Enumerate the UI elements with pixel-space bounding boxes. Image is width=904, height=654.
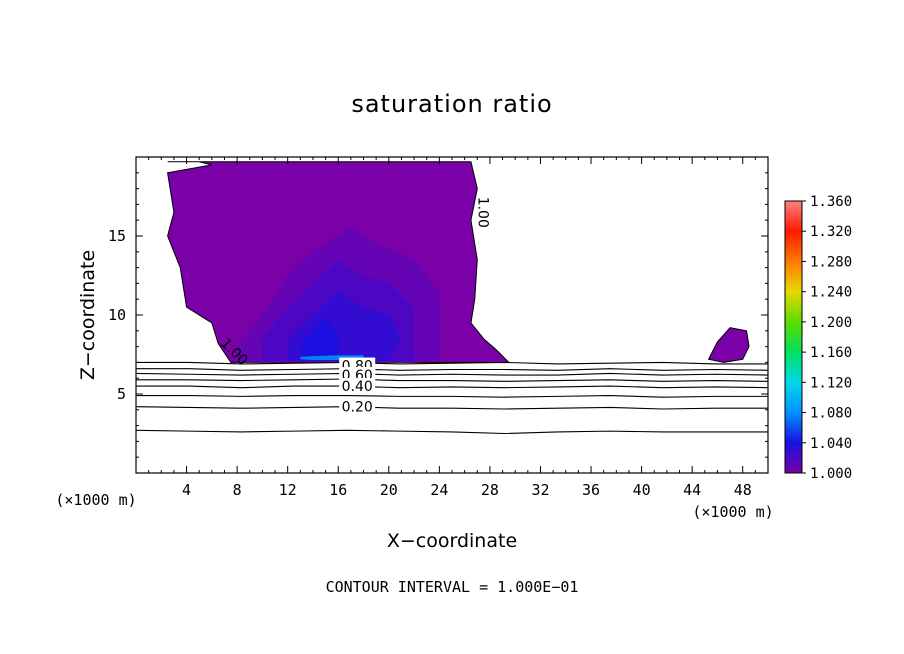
- plot-area: 1.001.00 0.800.600.400.20: [135, 156, 769, 474]
- x-axis-label: X−coordinate: [387, 530, 517, 552]
- contour-line: [136, 429, 768, 435]
- contour-line: [136, 378, 768, 382]
- saturation-shading-layer: [300, 318, 339, 360]
- x-tick-label: 16: [329, 481, 347, 499]
- contour-label-layer: 1.001.00 0.800.600.400.20: [217, 197, 490, 416]
- contour-interval-footer: CONTOUR INTERVAL = 1.000E−01: [326, 578, 579, 596]
- x-unit-right: (×1000 m): [692, 503, 773, 521]
- contour-label: 1.00: [475, 197, 491, 228]
- contour-line: [136, 361, 768, 365]
- chart-title: saturation ratio: [351, 90, 552, 118]
- x-tick-label: 28: [481, 481, 499, 499]
- x-tick-label: 12: [279, 481, 297, 499]
- contour-line: [136, 395, 768, 398]
- contour-label-background: [339, 398, 376, 414]
- x-tick-label: 48: [734, 481, 752, 499]
- contour-line: [136, 385, 768, 389]
- x-tick-label: 24: [430, 481, 448, 499]
- contour-line-layer: [136, 361, 768, 435]
- colorbar-label: 1.200: [810, 315, 852, 331]
- y-tick-label: 5: [117, 385, 126, 403]
- colorbar-label: 1.360: [810, 194, 852, 210]
- colorbar-label: 1.000: [810, 466, 852, 482]
- colorbar-label: 1.280: [810, 254, 852, 270]
- y-tick-label: 10: [108, 306, 126, 324]
- y-tick-label: 15: [108, 227, 126, 245]
- contour-line: [136, 368, 768, 371]
- x-tick-label: 32: [531, 481, 549, 499]
- contour-label: 0.40: [342, 379, 373, 395]
- y-axis: 5 10 15: [108, 172, 768, 458]
- colorbar-label: 1.240: [810, 285, 852, 301]
- colorbar: 1.360 1.320 1.280 1.240 1.200 1.160 1.120 1.080…: [784, 194, 852, 482]
- x-axis: 4 8 12 16 20 24 28 32 36 40 44 48: [148, 157, 756, 499]
- saturation-fill-layer: [167, 161, 750, 363]
- x-tick-label: 8: [233, 481, 242, 499]
- colorbar-ramp: [784, 200, 803, 474]
- colorbar-label: 1.120: [810, 375, 852, 391]
- y-axis-label: Z−coordinate: [77, 250, 99, 380]
- colorbar-label: 1.040: [810, 436, 852, 452]
- x-tick-label: 20: [380, 481, 398, 499]
- contour-line: [136, 372, 768, 376]
- x-tick-label: 40: [633, 481, 651, 499]
- colorbar-label: 1.160: [810, 345, 852, 361]
- contour-label: 0.20: [342, 400, 373, 416]
- x-tick-label: 36: [582, 481, 600, 499]
- x-tick-label: 4: [182, 481, 191, 499]
- supersaturated-region: [707, 327, 750, 363]
- colorbar-label: 1.080: [810, 406, 852, 422]
- x-unit-left: (×1000 m): [55, 491, 136, 509]
- colorbar-label: 1.320: [810, 224, 852, 240]
- contour-label-background: [339, 378, 376, 394]
- contour-line: [136, 406, 768, 410]
- x-tick-label: 44: [683, 481, 701, 499]
